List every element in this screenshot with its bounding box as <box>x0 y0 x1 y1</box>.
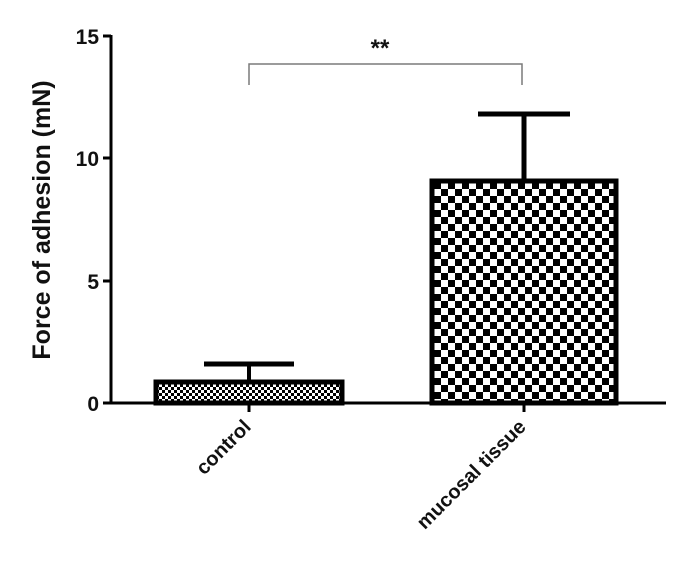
significance-label: ** <box>371 35 390 62</box>
y-tick-0: 0 <box>87 393 99 416</box>
bar-mucosal-tissue <box>429 111 619 406</box>
x-category-mucosal-tissue: mucosal tissue <box>413 416 531 534</box>
y-tick-15: 15 <box>76 26 100 49</box>
significance-bracket: ** <box>248 35 523 85</box>
y-axis-title: Force of adhesion (mN) <box>28 80 56 359</box>
y-tick-10: 10 <box>76 148 99 171</box>
y-axis: 15 10 5 0 <box>76 26 113 416</box>
x-category-control: control <box>192 416 255 479</box>
y-tick-5: 5 <box>87 271 99 294</box>
bar-control <box>153 361 345 406</box>
